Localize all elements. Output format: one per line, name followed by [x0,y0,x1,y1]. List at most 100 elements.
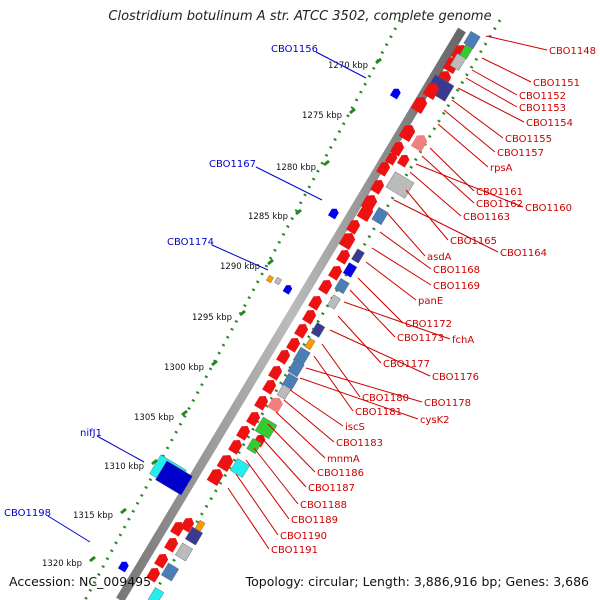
gene-feature [389,88,401,100]
gene-feature [254,416,278,440]
gene-feature [398,125,416,142]
ruler-tick [349,107,356,115]
ruler-tick [151,458,158,466]
right-label-leader [329,329,431,377]
right-gene-label: CBO1160 [525,203,572,214]
right-label-leader [471,69,518,96]
genome-summary-text: Topology: circular; Length: 3,886,916 bp… [245,574,589,589]
gene-feature [164,537,179,553]
right-gene-label: CBO1163 [463,212,510,223]
ruler-label: 1285 kbp [248,212,288,222]
right-label-leader [387,213,426,257]
gene-feature [274,276,282,286]
gene-feature [276,349,291,365]
right-gene-label: CBO1148 [549,46,596,57]
right-label-leader [371,247,432,286]
right-gene-label: CBO1187 [308,483,355,494]
gene-feature [338,233,356,250]
gene-feature [351,248,365,264]
gene-feature [216,455,234,472]
ruler-tick [295,208,302,216]
gene-feature [449,53,467,71]
right-label-leader [421,155,475,204]
left-label-leader [255,166,323,201]
right-label-leader [465,77,518,108]
gene-feature [262,379,277,395]
gene-feature [334,278,350,294]
gene-feature [376,161,391,177]
left-gene-label: CBO1174 [167,237,214,248]
right-label-leader [457,87,525,123]
gene-feature [346,219,361,235]
ruler-label: 1315 kbp [73,511,113,521]
right-gene-label: CBO1191 [271,545,318,556]
inner-dotted-ring [148,19,502,600]
right-gene-label: CBO1189 [291,515,338,526]
gene-feature [254,395,269,411]
right-label-leader [437,123,489,168]
right-gene-label: CBO1190 [280,531,327,542]
gene-feature [236,425,251,441]
right-gene-label: asdA [427,252,452,263]
right-gene-label: CBO1155 [505,134,552,145]
genome-backbone [116,27,466,600]
gene-feature [371,206,389,226]
right-gene-label: CBO1157 [497,148,544,159]
ruler-tick [211,359,218,367]
right-label-leader [321,343,361,398]
right-gene-label: fchA [452,335,474,346]
ruler-tick [181,409,188,417]
gene-feature [328,265,343,281]
gene-feature [267,397,283,414]
ruler-label: 1275 kbp [302,111,342,121]
gene-feature [184,526,204,546]
right-gene-label: cysK2 [420,415,450,426]
gene-feature [170,521,185,537]
right-gene-label: CBO1154 [526,118,573,129]
gene-feature [410,97,428,114]
gene-feature [147,587,165,600]
ruler-label: 1270 kbp [328,61,368,71]
left-gene-label: nifJ1 [80,428,102,439]
right-gene-label: CBO1172 [405,319,452,330]
gene-feature [206,469,224,486]
right-label-leader [227,487,270,550]
ruler-label: 1310 kbp [104,462,144,472]
right-gene-label: CBO1164 [500,248,547,259]
gene-feature [327,208,339,220]
ruler-label: 1280 kbp [276,163,316,173]
left-gene-label: CBO1167 [209,159,256,170]
right-gene-label: CBO1152 [519,91,566,102]
right-label-leader [283,399,335,443]
right-gene-label: CBO1186 [317,468,364,479]
right-label-leader [409,171,462,217]
right-label-leader [443,109,496,153]
right-gene-label: CBO1168 [433,265,480,276]
gene-feature [356,205,374,222]
ruler-tick [239,309,246,317]
right-gene-label: CBO1180 [362,393,409,404]
gene-feature [370,179,385,195]
right-label-leader [337,315,382,364]
right-label-leader [481,57,532,83]
right-label-leader [235,473,279,536]
left-label-leader [315,51,367,79]
right-label-leader [267,423,316,473]
right-gene-label: CBO1162 [476,199,523,210]
right-gene-label: CBO1165 [450,236,497,247]
right-gene-label: CBO1178 [424,398,471,409]
gene-feature [155,460,193,496]
gene-feature [410,135,428,152]
gene-feature [246,411,261,427]
right-label-leader [451,99,504,139]
right-gene-label: CBO1188 [300,500,347,511]
gene-feature [310,322,326,338]
right-label-leader [379,231,432,270]
ruler-label: 1290 kbp [220,262,260,272]
left-label-leader [96,435,145,463]
left-label-leader [47,515,91,543]
right-label-leader [365,261,417,301]
right-label-leader [289,389,344,427]
right-label-leader [275,411,326,459]
